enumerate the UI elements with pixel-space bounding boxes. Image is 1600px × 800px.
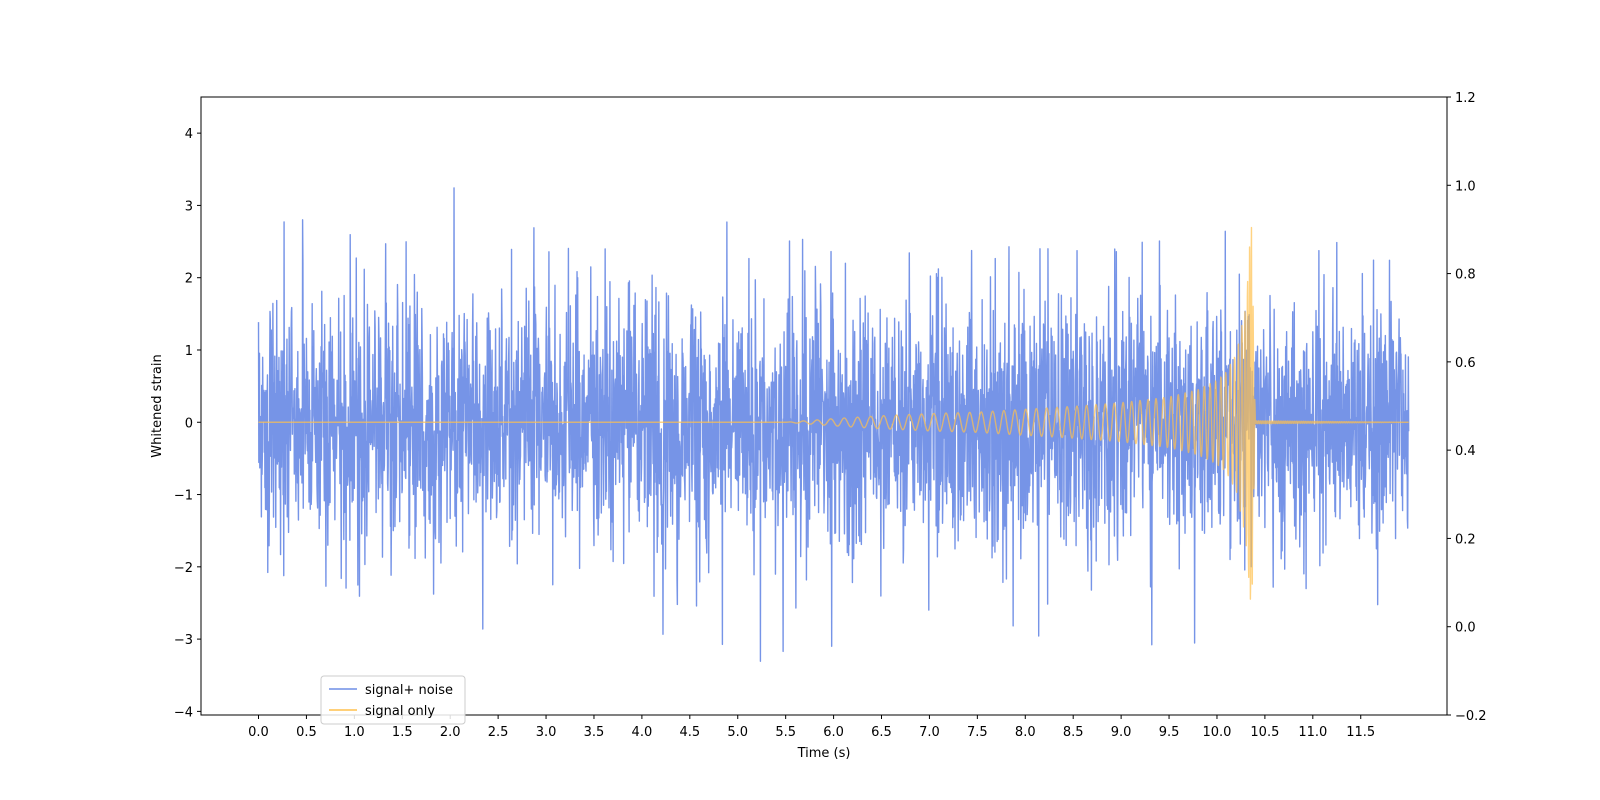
x-tick-label: 1.0 — [344, 725, 365, 740]
y-tick-label: 0 — [185, 416, 193, 431]
x-tick-label: 4.0 — [632, 725, 653, 740]
legend-label-signal-only: signal only — [365, 704, 435, 719]
x-tick-label: 4.5 — [679, 725, 700, 740]
y2-tick-label: −0.2 — [1455, 709, 1487, 724]
x-tick-label: 10.0 — [1202, 725, 1231, 740]
x-tick-label: 8.5 — [1063, 725, 1084, 740]
x-tick-label: 0.5 — [296, 725, 317, 740]
x-tick-label: 3.5 — [584, 725, 605, 740]
series-layer — [257, 187, 1410, 662]
x-tick-label: 1.5 — [392, 725, 413, 740]
y2-tick-label: 0.6 — [1455, 356, 1476, 371]
x-tick-label: 6.0 — [823, 725, 844, 740]
y-tick-label: 1 — [185, 344, 193, 359]
series-line-signal-only — [258, 226, 1410, 600]
series-line-signal-noise — [257, 187, 1410, 662]
x-tick-label: 11.5 — [1346, 725, 1375, 740]
legend-label-signal-noise: signal+ noise — [365, 683, 453, 698]
y-tick-label: −1 — [174, 489, 193, 504]
y-tick-label: 2 — [185, 272, 193, 287]
x-tick-label: 9.5 — [1159, 725, 1180, 740]
x-axis-label: Time (s) — [797, 746, 851, 761]
x-tick-label: 0.0 — [248, 725, 269, 740]
x-axis: 0.0 0.5 1.0 1.5 2.0 2.5 3.0 3.5 4.0 4.5 5.0 5.5 6.0 6… — [248, 715, 1375, 740]
y-tick-label: −4 — [174, 705, 193, 720]
y-axis-label: Whitened strain — [150, 354, 165, 457]
y-axis-left: 4 3 2 1 0 −1 −2 −3 −4 — [174, 127, 201, 720]
y2-tick-label: 0.2 — [1455, 532, 1476, 547]
x-tick-label: 9.0 — [1111, 725, 1132, 740]
y-tick-label: −2 — [174, 561, 193, 576]
y2-tick-label: 0.8 — [1455, 268, 1476, 283]
x-tick-label: 10.5 — [1250, 725, 1279, 740]
y2-tick-label: 1.0 — [1455, 179, 1476, 194]
legend: signal+ noise signal only — [320, 675, 466, 725]
x-tick-label: 2.5 — [488, 725, 509, 740]
x-tick-label: 5.5 — [775, 725, 796, 740]
y-tick-label: −3 — [174, 633, 193, 648]
x-tick-label: 3.0 — [536, 725, 557, 740]
x-tick-label: 7.0 — [919, 725, 940, 740]
y2-tick-label: 0.0 — [1455, 621, 1476, 636]
x-tick-label: 11.0 — [1298, 725, 1327, 740]
y-tick-label: 3 — [185, 199, 193, 214]
y2-tick-label: 0.4 — [1455, 444, 1476, 459]
y-tick-label: 4 — [185, 127, 193, 142]
x-tick-label: 7.5 — [967, 725, 988, 740]
x-tick-label: 8.0 — [1015, 725, 1036, 740]
x-tick-label: 6.5 — [871, 725, 892, 740]
y2-tick-label: 1.2 — [1455, 91, 1476, 106]
legend-box — [320, 675, 466, 725]
x-tick-label: 5.0 — [727, 725, 748, 740]
x-tick-label: 2.0 — [440, 725, 461, 740]
y-axis-right: 1.2 1.0 0.8 0.6 0.4 0.2 0.0 −0.2 — [1447, 91, 1487, 724]
plot-frame — [200, 96, 1448, 716]
